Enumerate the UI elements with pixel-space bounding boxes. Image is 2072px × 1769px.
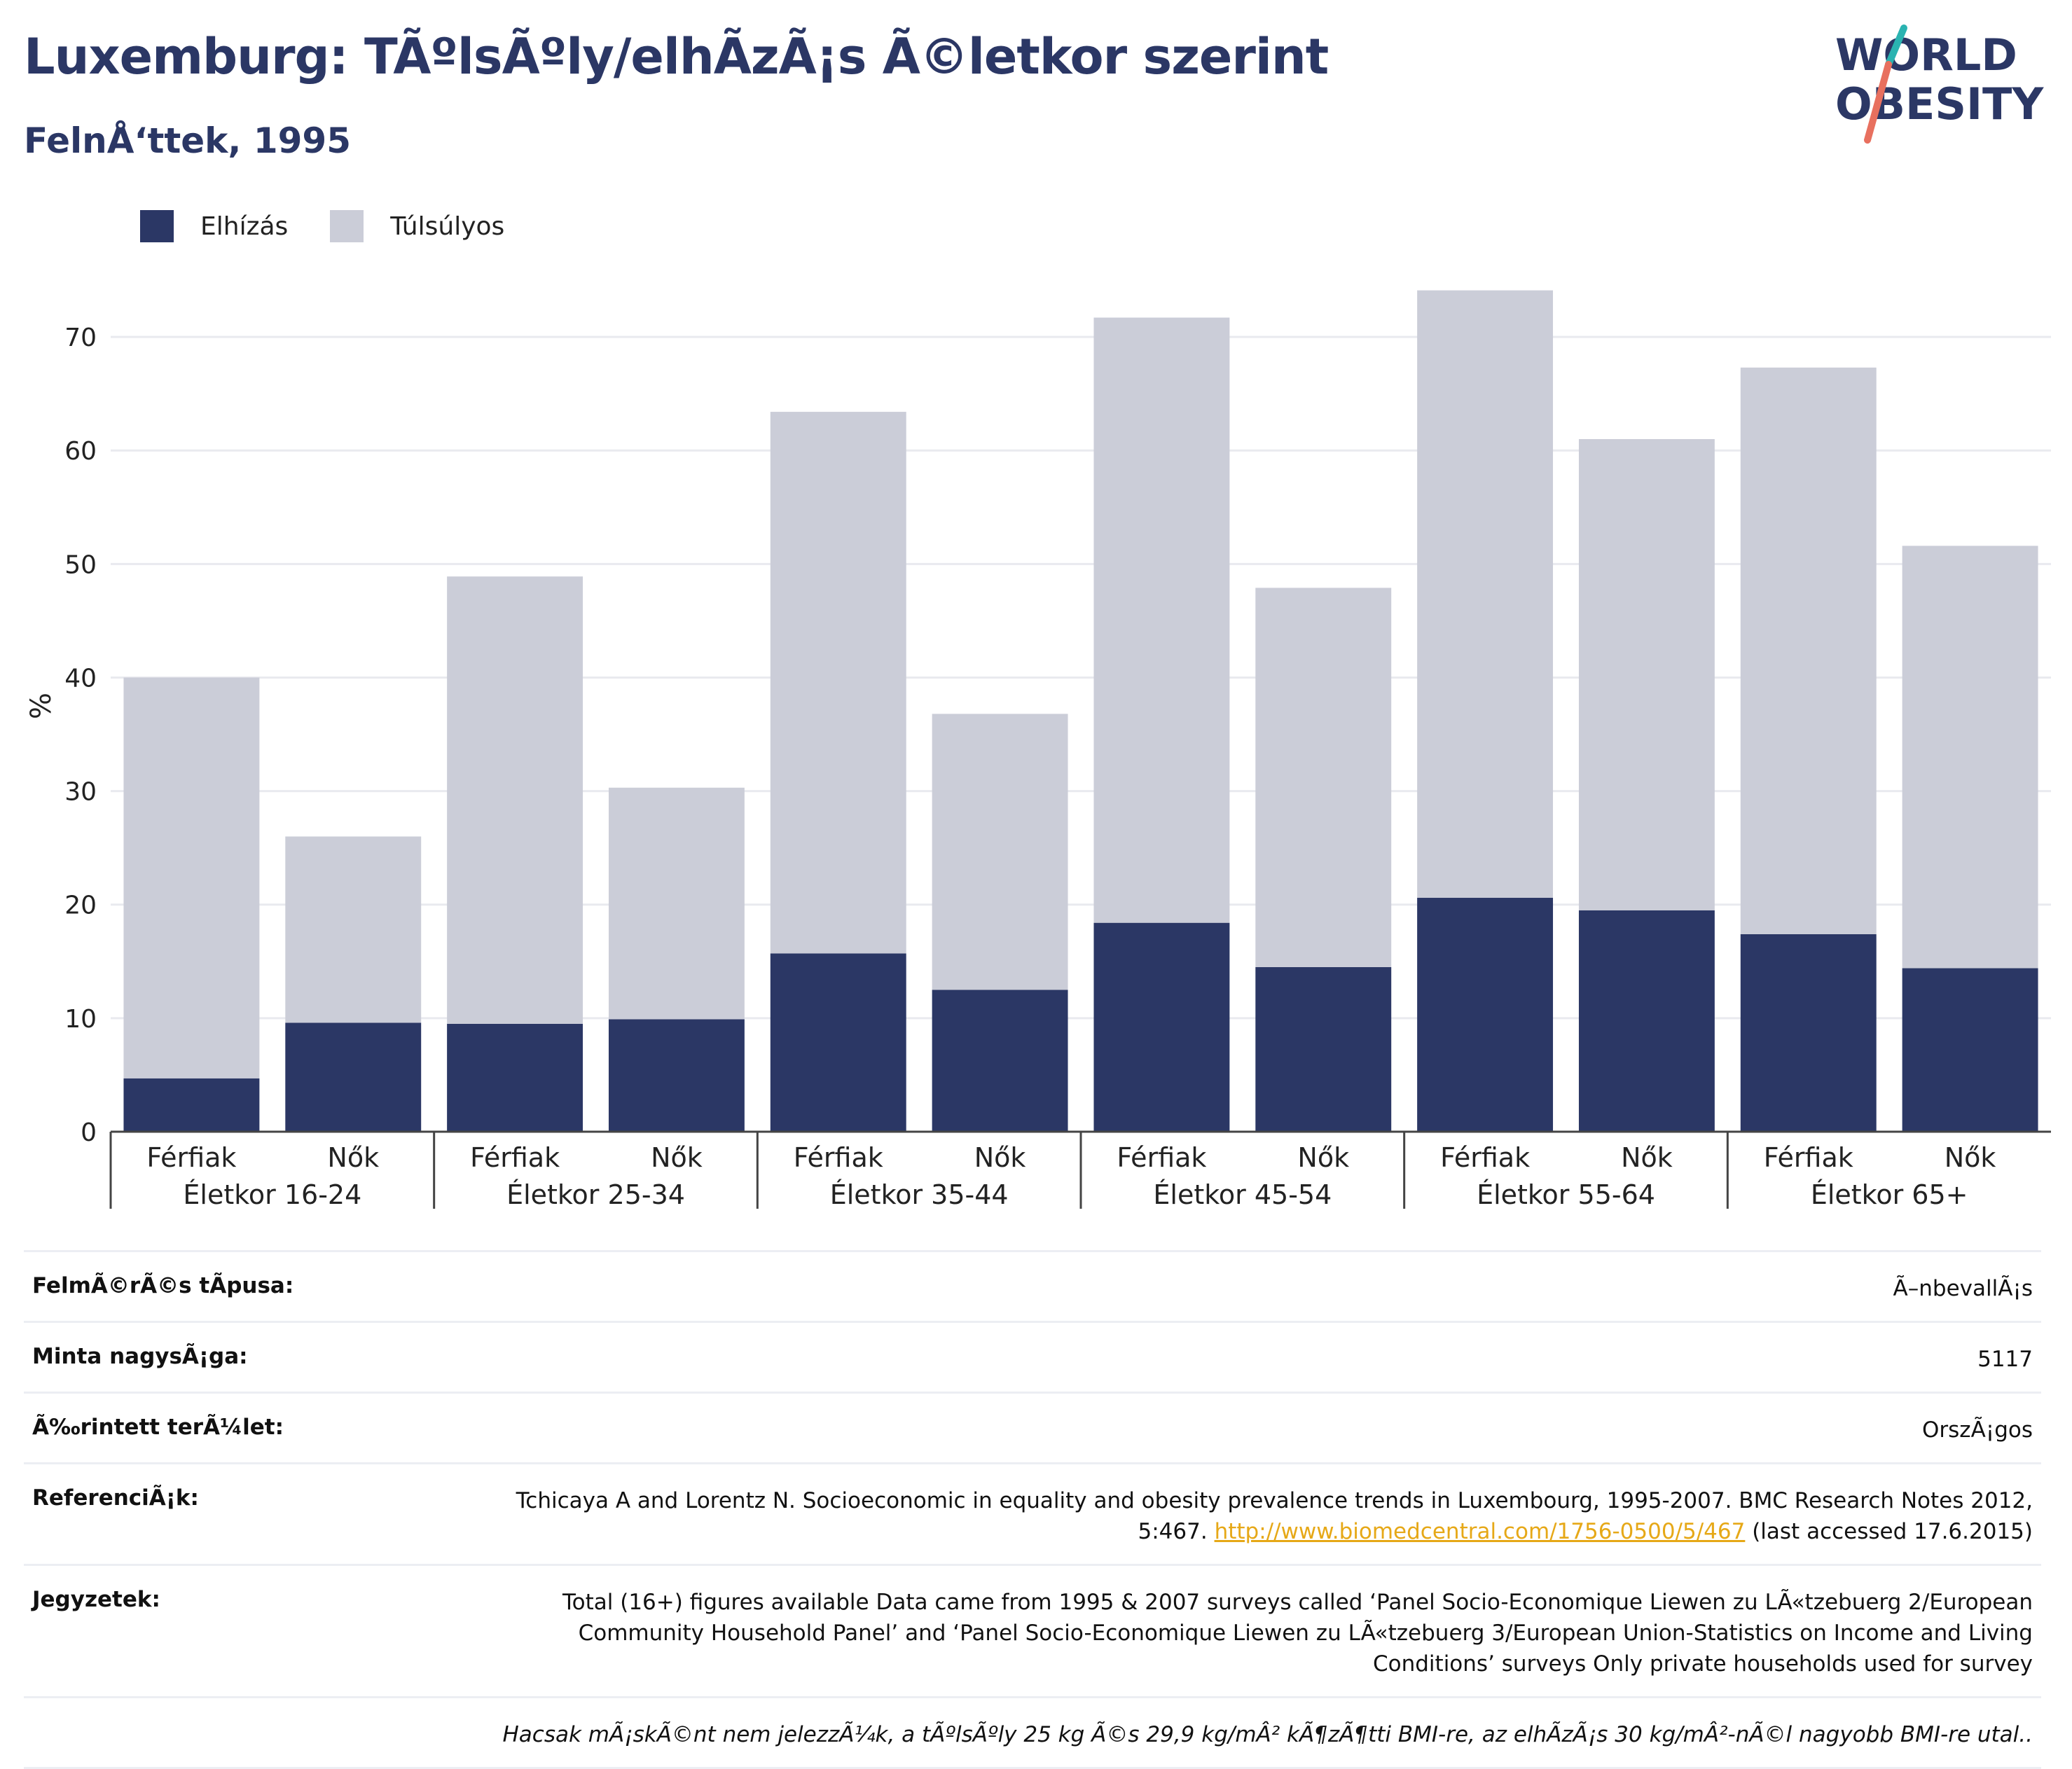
metadata-table: FelmÃ©rÃ©s tÃpusa: Ã–nbevallÃ¡s Minta na…: [24, 1250, 2041, 1769]
bar-segment-obesity: [1578, 910, 1715, 1132]
y-tick-label: 60: [64, 437, 97, 466]
meta-value-sample-size: 5117: [1977, 1347, 2033, 1372]
legend-swatch-overweight: [330, 210, 364, 242]
bar-segment-overweight: [285, 836, 422, 1023]
bar-segment-obesity: [1417, 898, 1554, 1132]
bar-segment-obesity: [608, 1019, 745, 1132]
x-category-label: Nők: [1621, 1142, 1673, 1173]
meta-row-sample-size: Minta nagysÃ¡ga: 5117: [24, 1321, 2041, 1392]
x-category-label: Férfiak: [146, 1142, 236, 1173]
x-group-label: Életkor 65+: [1811, 1179, 1968, 1210]
bar-segment-overweight: [447, 576, 583, 1024]
meta-row-area: Ã‰rintett terÃ¼let: OrszÃ¡gos: [24, 1392, 2041, 1462]
reference-accessed: (last accessed 17.6.2015): [1752, 1519, 2033, 1544]
world-obesity-logo[interactable]: WORLD OBESITY: [1821, 21, 2059, 147]
bar-segment-obesity: [932, 990, 1068, 1132]
x-category-label: Férfiak: [1117, 1142, 1206, 1173]
meta-key-area: Ã‰rintett terÃ¼let:: [32, 1415, 284, 1440]
meta-value-survey-type: Ã–nbevallÃ¡s: [1893, 1276, 2033, 1301]
x-category-label: Férfiak: [1440, 1142, 1530, 1173]
bar-segment-overweight: [1578, 438, 1715, 910]
x-group-label: Életkor 16-24: [183, 1179, 361, 1210]
bar-segment-overweight: [932, 714, 1068, 990]
bar-segment-obesity: [447, 1023, 583, 1132]
bar-segment-obesity: [1902, 968, 2038, 1132]
reference-link[interactable]: http://www.biomedcentral.com/1756-0500/5…: [1214, 1519, 1746, 1544]
bar-segment-obesity: [1093, 922, 1230, 1132]
stacked-bar-chart: 0 10 20 30 40 50 60 70% Férfiak Nők Férfiak Nők Férf…: [25, 290, 2051, 1210]
y-tick-label: 70: [64, 324, 97, 352]
legend-swatch-obesity: [140, 210, 174, 242]
bar-segment-obesity: [770, 953, 906, 1132]
chart-legend: Elhízás Túlsúlyos: [140, 209, 546, 244]
legend-label-obesity: Elhízás: [200, 211, 289, 241]
x-group-label: Életkor 55-64: [1477, 1179, 1655, 1210]
logo-slash-teal: [1885, 25, 1907, 68]
logo-text-line2: OBESITY: [1835, 78, 2044, 130]
bar-segment-obesity: [123, 1078, 260, 1132]
meta-row-references: ReferenciÃ¡k: Tchicaya A and Lorentz N. …: [24, 1462, 2041, 1564]
legend-label-overweight: Túlsúlyos: [390, 211, 505, 241]
chart-title: Luxemburg: TÃºlsÃºly/elhÃzÃ¡s Ã©letkor s…: [24, 28, 1329, 85]
footnote-text: Hacsak mÃ¡skÃ©nt nem jelezzÃ¼k, a tÃºlsÃ…: [502, 1722, 2033, 1747]
bar-segment-overweight: [608, 787, 745, 1020]
bar-segment-obesity: [1740, 934, 1877, 1132]
meta-key-references: ReferenciÃ¡k:: [32, 1485, 199, 1511]
y-axis-label: %: [25, 693, 57, 719]
x-category-label: Férfiak: [794, 1142, 883, 1173]
legend-item-overweight[interactable]: Túlsúlyos: [330, 210, 504, 242]
y-tick-label: 0: [81, 1118, 97, 1147]
y-tick-label: 10: [64, 1005, 97, 1034]
bar-segment-overweight: [1417, 290, 1554, 899]
y-tick-label: 20: [64, 892, 97, 920]
x-group-label: Életkor 25-34: [506, 1179, 685, 1210]
bar-segment-overweight: [1093, 317, 1230, 923]
meta-row-survey-type: FelmÃ©rÃ©s tÃpusa: Ã–nbevallÃ¡s: [24, 1250, 2041, 1321]
y-tick-label: 30: [64, 778, 97, 807]
bar-segment-obesity: [285, 1022, 422, 1132]
bar-segment-obesity: [1255, 966, 1392, 1132]
x-category-label: Nők: [1945, 1142, 1996, 1173]
meta-key-survey-type: FelmÃ©rÃ©s tÃpusa:: [32, 1273, 294, 1298]
bar-segment-overweight: [770, 412, 906, 954]
x-group-label: Életkor 45-54: [1153, 1179, 1332, 1210]
meta-key-sample-size: Minta nagysÃ¡ga:: [32, 1344, 248, 1369]
bar-segment-overweight: [1255, 588, 1392, 967]
meta-value-references: Tchicaya A and Lorentz N. Socioeconomic …: [478, 1485, 2033, 1547]
meta-row-notes: Jegyzetek: Total (16+) figures available…: [24, 1564, 2041, 1696]
bar-segment-overweight: [123, 677, 260, 1078]
meta-value-area: OrszÃ¡gos: [1922, 1417, 2033, 1443]
x-category-label: Nők: [327, 1142, 379, 1173]
x-category-label: Férfiak: [470, 1142, 560, 1173]
meta-value-notes: Total (16+) figures available Data came …: [562, 1590, 2033, 1677]
x-category-label: Nők: [651, 1142, 703, 1173]
legend-item-obesity[interactable]: Elhízás: [140, 210, 288, 242]
meta-row-footnote: Hacsak mÃ¡skÃ©nt nem jelezzÃ¼k, a tÃºlsÃ…: [24, 1696, 2041, 1769]
reference-text: Tchicaya A and Lorentz N. Socioeconomic …: [516, 1488, 2033, 1544]
chart-subtitle: FelnÅ‘ttek, 1995: [24, 120, 351, 161]
bar-segment-overweight: [1902, 546, 2038, 969]
y-tick-label: 50: [64, 550, 97, 579]
bar-segment-overweight: [1740, 367, 1877, 934]
x-group-label: Életkor 35-44: [830, 1179, 1009, 1210]
logo-text-line1: WORLD: [1835, 29, 2017, 81]
meta-key-notes: Jegyzetek:: [32, 1587, 160, 1612]
y-tick-label: 40: [64, 664, 97, 693]
x-category-label: Nők: [1297, 1142, 1349, 1173]
x-category-label: Nők: [974, 1142, 1026, 1173]
x-category-label: Férfiak: [1764, 1142, 1853, 1173]
logo-slash-coral: [1864, 61, 1892, 144]
